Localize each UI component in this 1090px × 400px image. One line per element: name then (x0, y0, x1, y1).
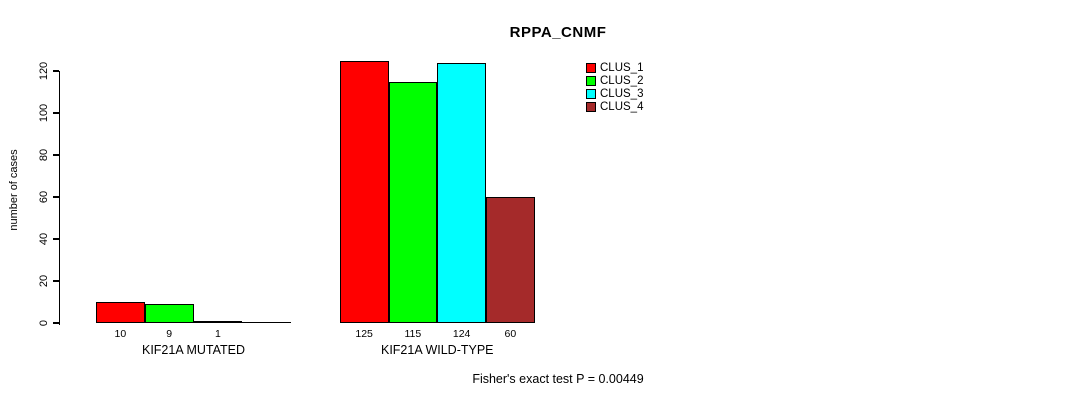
bar (388, 81, 438, 323)
bar (339, 60, 389, 323)
legend-color-swatch (586, 89, 596, 99)
category-label: KIF21A WILD-TYPE (380, 343, 494, 357)
bar (193, 320, 243, 323)
bar (437, 62, 486, 323)
y-axis-tick-label: 100 (38, 103, 50, 123)
y-axis-tick (52, 70, 59, 72)
bar (486, 197, 535, 323)
y-axis-tick-label: 60 (38, 190, 50, 204)
bar-value-label: 10 (114, 328, 127, 340)
legend-color-swatch (586, 63, 596, 73)
legend-color-swatch (586, 76, 596, 86)
bar-value-label: 125 (355, 328, 373, 340)
legend-label: CLUS_1 (600, 62, 644, 74)
y-axis-tick-label: 120 (38, 61, 50, 81)
bar-value-label: 60 (504, 328, 517, 340)
y-axis-line (58, 71, 60, 325)
bar (96, 302, 145, 323)
y-axis-tick (52, 154, 59, 156)
y-axis-tick-label: 80 (38, 148, 50, 162)
legend-label: CLUS_2 (600, 75, 644, 87)
y-axis-label: number of cases (8, 149, 20, 231)
y-axis-tick-label: 0 (38, 319, 50, 327)
y-axis-tick-label: 40 (38, 232, 50, 246)
legend-color-swatch (586, 102, 596, 112)
y-axis-tick (52, 322, 59, 324)
bar-value-label: 9 (166, 328, 173, 340)
bar-value-label: 115 (404, 328, 422, 340)
legend-label: CLUS_3 (600, 88, 644, 100)
y-axis-tick (52, 280, 59, 282)
bar-value-label: 1 (214, 328, 221, 340)
y-axis-tick (52, 238, 59, 240)
bar-value-label: 124 (452, 328, 471, 340)
category-label: KIF21A MUTATED (141, 343, 246, 357)
bar (144, 304, 194, 323)
y-axis-tick (52, 112, 59, 114)
y-axis-tick-label: 20 (38, 274, 50, 288)
legend-label: CLUS_4 (600, 101, 644, 113)
fisher-test-annotation: Fisher's exact test P = 0.00449 (472, 372, 644, 386)
chart-title: RPPA_CNMF (509, 24, 607, 41)
y-axis-tick (52, 196, 59, 198)
